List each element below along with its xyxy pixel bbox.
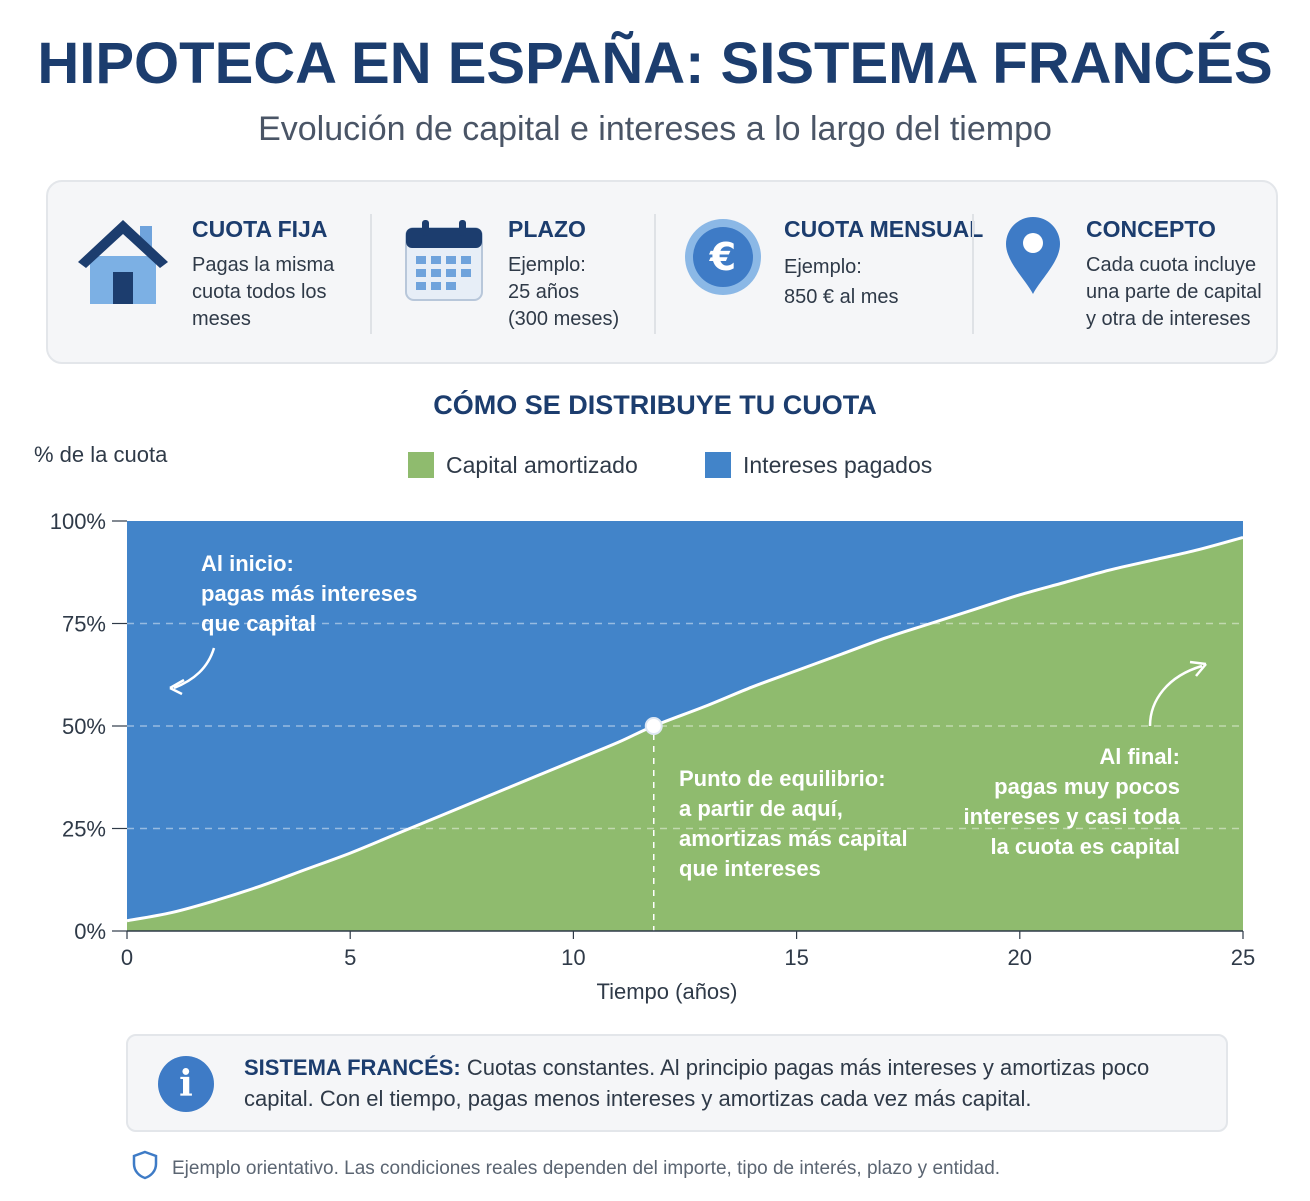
- series-boundary-line: [126, 535, 1244, 923]
- note-body: Cuotas constantes. Al principio pagas má…: [244, 1055, 1150, 1111]
- annotation-break-even: Punto de equilibrio: a partir de aquí, amo…: [679, 766, 908, 881]
- annotation-arrow-end: [1148, 664, 1203, 727]
- shield-icon: [132, 1150, 158, 1180]
- annotation-end: Al final: pagas muy pocos intereses y casi…: [964, 744, 1181, 859]
- chart-area: 0% 25% 50% 75% 100% 0 5 10 15 20 25 Tiempo (años) Al…: [50, 509, 1256, 1004]
- map-pin-icon: [1006, 217, 1060, 294]
- x-tick-label: 15: [784, 945, 808, 970]
- note-bold: SISTEMA FRANCÉS:: [244, 1055, 461, 1080]
- card-title: CUOTA FIJA: [192, 216, 328, 242]
- legend-item-capital: Capital amortizado: [408, 452, 638, 479]
- legend-swatch-capital: [408, 452, 434, 478]
- divider: [654, 214, 656, 334]
- page-title: HIPOTECA EN ESPAÑA: SISTEMA FRANCÉS: [37, 31, 1273, 96]
- card-text: Ejemplo: 25 años (300 meses): [508, 254, 620, 330]
- legend-item-interest: Intereses pagados: [705, 452, 932, 479]
- annotation-start: Al inicio: pagas más intereses que capital: [201, 551, 417, 636]
- divider: [370, 214, 372, 334]
- page-subtitle: Evolución de capital e intereses a lo la…: [258, 110, 1052, 148]
- card-cuota-mensual: € CUOTA MENSUAL Ejemplo: 850 € al mes: [660, 182, 983, 366]
- annotation-arrow-start: [173, 647, 216, 690]
- arrow-head-end: [1189, 660, 1207, 677]
- euro-coin-icon: €: [685, 219, 761, 295]
- card-title: CUOTA MENSUAL: [784, 216, 984, 242]
- break-even-marker: [644, 717, 663, 735]
- card-title: CONCEPTO: [1086, 216, 1216, 242]
- info-note: i SISTEMA FRANCÉS: Cuotas constantes. Al…: [126, 1034, 1228, 1132]
- calendar-icon: [405, 220, 483, 301]
- y-tick-label: 100%: [50, 509, 106, 534]
- x-tick-label: 5: [344, 945, 356, 970]
- note-text: SISTEMA FRANCÉS: Cuotas constantes. Al p…: [244, 1052, 1204, 1114]
- house-icon: [78, 220, 168, 304]
- chart-title: CÓMO SE DISTRIBUYE TU CUOTA: [433, 390, 877, 420]
- y-axis-caption: % de la cuota: [34, 442, 168, 467]
- card-title: PLAZO: [508, 216, 586, 242]
- info-cards: CUOTA FIJA Pagas la misma cuota todos lo…: [46, 180, 1278, 364]
- divider: [972, 214, 974, 334]
- x-tick-label: 0: [121, 945, 133, 970]
- x-tick-label: 10: [561, 945, 585, 970]
- series-area-capital-amortizado: [127, 537, 1243, 931]
- y-tick-label: 0%: [74, 919, 106, 944]
- y-tick-label: 25%: [62, 817, 106, 842]
- arrow-head-start: [169, 678, 185, 696]
- card-plazo: PLAZO Ejemplo: 25 años (300 meses): [378, 182, 658, 366]
- footer-text: Ejemplo orientativo. Las condiciones rea…: [172, 1158, 1001, 1179]
- x-axis-title: Tiempo (años): [596, 979, 737, 1004]
- card-cuota-fija: CUOTA FIJA Pagas la misma cuota todos lo…: [48, 182, 373, 366]
- info-icon: i: [158, 1056, 214, 1112]
- legend-swatch-interest: [705, 452, 731, 478]
- card-text: Cada cuota incluye una parte de capital …: [1086, 254, 1262, 330]
- footer-disclaimer: Ejemplo orientativo. Las condiciones rea…: [132, 1150, 1000, 1180]
- card-text: Pagas la misma cuota todos los meses: [192, 254, 335, 330]
- card-text: Ejemplo: 850 € al mes: [784, 256, 899, 308]
- card-concepto: CONCEPTO Cada cuota incluye una parte de…: [978, 182, 1278, 366]
- x-tick-label: 25: [1231, 945, 1255, 970]
- legend-label: Capital amortizado: [446, 452, 638, 478]
- svg-text:€: €: [709, 235, 736, 279]
- legend-label: Intereses pagados: [743, 452, 933, 478]
- y-tick-label: 75%: [62, 612, 106, 637]
- y-tick-label: 50%: [62, 714, 106, 739]
- x-tick-label: 20: [1008, 945, 1032, 970]
